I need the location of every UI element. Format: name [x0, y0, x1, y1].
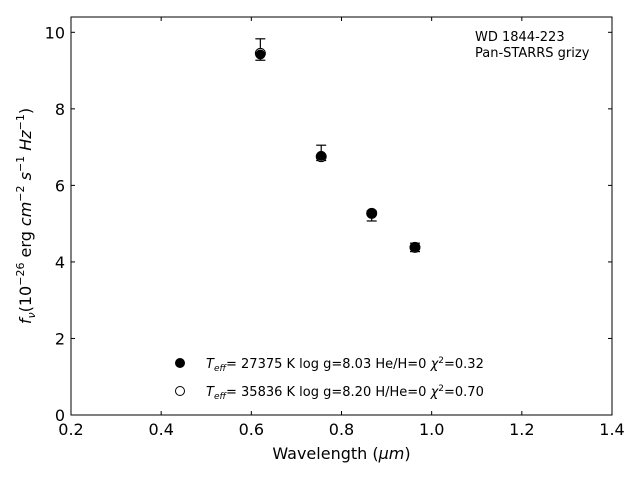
x-axis-label-close: ) [404, 444, 410, 463]
y-label-close: ) [16, 108, 35, 114]
y-tick-label: 8 [55, 100, 65, 119]
model-point-filled [316, 150, 327, 161]
x-tick-label: 0.2 [58, 420, 83, 439]
x-tick-label: 1.0 [419, 420, 444, 439]
model-point-filled [409, 241, 420, 252]
legend-label-1: Teff= 27375 K log g=8.03 He/H=0 χ2=0.32 [206, 356, 484, 374]
y-axis-label: fν(10−26 erg cm−2 s−1 Hz−1) [14, 108, 38, 324]
legend-1-chi: χ [430, 357, 440, 372]
model-point-filled [366, 208, 377, 219]
y-tick-label: 2 [55, 329, 65, 348]
plot-layer [254, 38, 421, 253]
x-axis-label-unit: μm [378, 444, 405, 463]
legend-2-eff: eff [214, 392, 228, 402]
legend-2-chi: χ [430, 385, 440, 400]
y-label-exp4: −1 [14, 114, 27, 130]
x-tick-label: 0.6 [239, 420, 264, 439]
legend-1-chi-val: =0.32 [444, 357, 484, 372]
x-axis-ticks: 0.2 0.4 0.6 0.8 1.0 1.2 1.4 [58, 17, 625, 439]
y-tick-label: 4 [55, 253, 65, 272]
x-tick-label: 0.4 [148, 420, 173, 439]
y-label-s: s [16, 172, 35, 185]
y-label-prefix: (10 [16, 286, 35, 313]
annotation-survey: Pan-STARRS grizy [475, 46, 590, 61]
legend-1-eff: eff [214, 364, 228, 374]
y-label-exp3: −1 [14, 156, 27, 172]
annotation-object-name: WD 1844-223 [475, 30, 565, 45]
y-label-f: f [16, 316, 35, 324]
y-tick-label: 10 [45, 23, 65, 42]
y-label-nu: ν [25, 312, 38, 318]
y-tick-label: 0 [55, 406, 65, 425]
y-label-exp1: −26 [14, 263, 27, 286]
legend-2-chi-val: =0.70 [444, 385, 484, 400]
y-label-cm: cm [16, 202, 35, 226]
model-point-filled [255, 49, 266, 60]
legend-marker-open [175, 386, 185, 396]
legend-2-params: = 35836 K log g=8.20 H/He=0 [226, 385, 431, 400]
x-tick-label: 1.4 [599, 420, 624, 439]
y-axis-ticks: 0 2 4 6 8 10 [45, 23, 612, 425]
legend-1-t: T [206, 357, 215, 372]
x-tick-label: 1.2 [509, 420, 534, 439]
legend-label-2: Teff= 35836 K log g=8.20 H/He=0 χ2=0.70 [206, 384, 484, 402]
x-axis-label-text: Wavelength [272, 444, 367, 463]
x-axis-label: Wavelength (μm) [272, 444, 410, 463]
legend-1-params: = 27375 K log g=8.03 He/H=0 [226, 357, 431, 372]
plot-frame [70, 16, 613, 416]
legend: Teff= 27375 K log g=8.03 He/H=0 χ2=0.32 … [175, 356, 484, 402]
legend-marker-filled [175, 358, 185, 368]
legend-2-sq: 2 [438, 384, 444, 394]
y-tick-label: 6 [55, 176, 65, 195]
x-tick-label: 0.8 [329, 420, 354, 439]
y-label-hz: Hz [16, 130, 35, 156]
x-axis-label-open: ( [367, 444, 378, 463]
legend-2-t: T [206, 385, 215, 400]
y-label-erg: erg [16, 226, 35, 262]
y-label-exp2: −2 [14, 185, 27, 201]
legend-1-sq: 2 [438, 356, 444, 366]
